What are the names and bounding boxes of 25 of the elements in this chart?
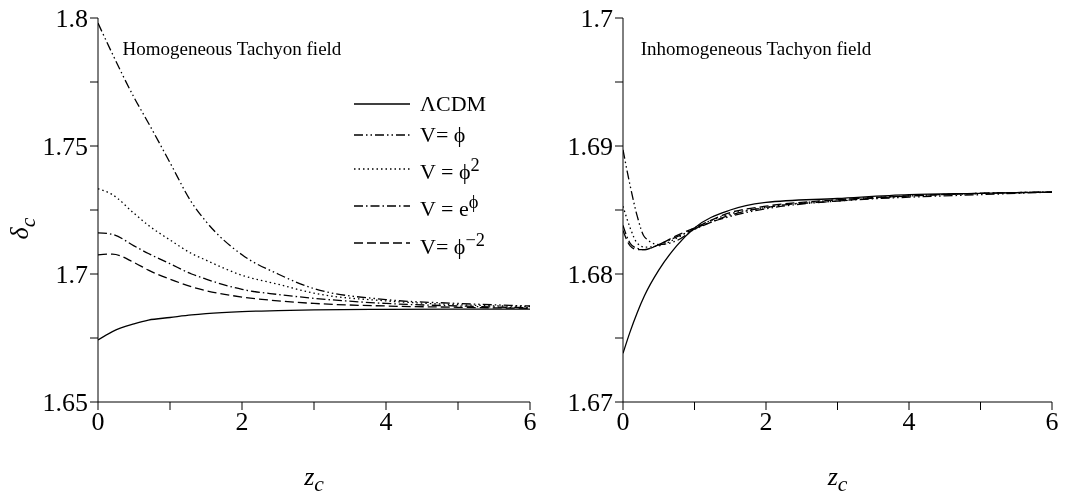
y-tick-label: 1.67 <box>567 388 613 418</box>
x-tick-label: 4 <box>902 407 916 437</box>
legend-label: V= ϕ$^{−2}$ <box>420 228 486 261</box>
x-tick-label: 0 <box>91 407 105 437</box>
legend-label: ΛCDM <box>420 90 488 118</box>
text: Inhomogeneous Tachyon field <box>639 38 873 60</box>
y-tick-label: 1.75 <box>42 132 88 162</box>
x-tick-label: 6 <box>1045 407 1059 437</box>
y-tick-label: 1.65 <box>42 388 88 418</box>
x-tick-label: 2 <box>235 407 249 437</box>
y-tick-label: 1.68 <box>567 260 613 290</box>
y-tick-label: 1.7 <box>55 260 88 290</box>
x-axis-title: z$_{c}$ <box>303 462 325 498</box>
y-tick-label: 1.8 <box>55 4 88 34</box>
legend-label: V = e$^{ϕ}$ <box>420 191 480 224</box>
x-tick-label: 4 <box>379 407 393 437</box>
text: Homogeneous Tachyon field <box>121 38 343 60</box>
y-tick-label: 1.69 <box>567 132 613 162</box>
x-tick-label: 2 <box>759 407 773 437</box>
x-tick-label: 6 <box>523 407 537 437</box>
legend-label: V = ϕ$^{2}$ <box>420 154 481 187</box>
x-tick-label: 0 <box>616 407 630 437</box>
legend-label: V= ϕ <box>420 121 467 149</box>
x-axis-title: z$_{c}$ <box>826 462 849 498</box>
y-tick-label: 1.7 <box>580 4 613 34</box>
